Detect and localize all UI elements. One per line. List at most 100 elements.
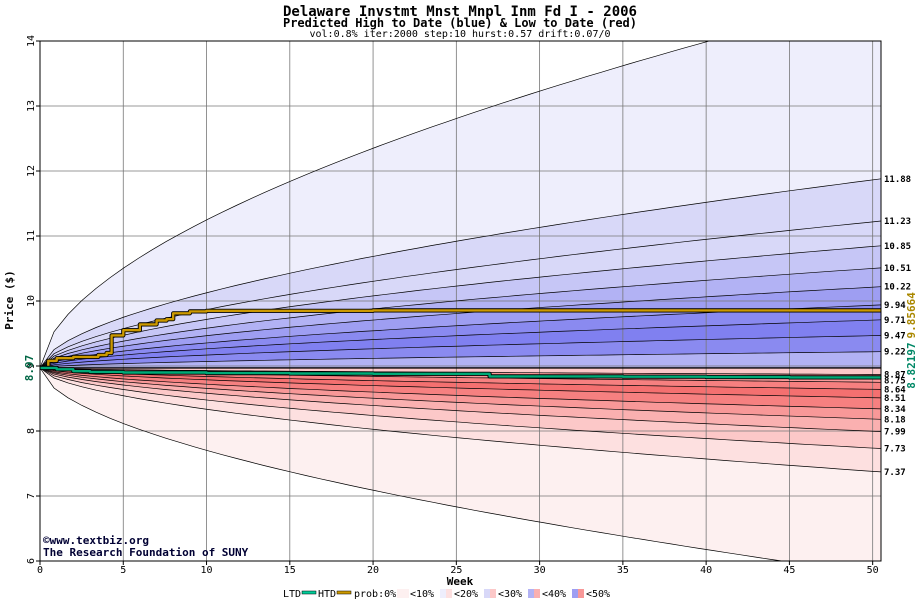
band-end-label: 8.51 <box>884 394 906 404</box>
y-axis-ticks: 6 7 8 9 10 11 12 13 14 <box>26 35 40 564</box>
legend: LTD HTD prob:0% <10% <20% <30% <40% <50% <box>283 589 610 600</box>
band-boundary-line <box>40 367 881 390</box>
chart-params: vol:0.8% iter:2000 step:10 hurst:0.57 dr… <box>309 29 610 40</box>
x-axis-ticks: 0 5 10 15 20 25 30 35 40 45 50 <box>37 561 879 576</box>
credit-url: ©www.textbiz.org <box>43 534 149 547</box>
x-tick-label: 30 <box>534 565 546 576</box>
credit-org: The Research Foundation of SUNY <box>43 546 249 559</box>
x-tick-label: 0 <box>37 565 43 576</box>
legend-item-0: <10% <box>410 589 434 600</box>
chart-subtitle: Predicted High to Date (blue) & Low to D… <box>283 16 637 30</box>
legend-swatch-0 <box>397 589 409 598</box>
high-band-9 <box>40 351 881 368</box>
high-band-3 <box>40 245 881 368</box>
band-boundary-line <box>40 367 785 561</box>
low-band-2 <box>40 367 881 449</box>
high-band-4 <box>40 267 881 368</box>
band-end-label: 8.18 <box>884 415 906 425</box>
legend-item-1: <20% <box>454 589 478 600</box>
band-boundary-line <box>40 367 881 432</box>
high-band-5 <box>40 286 881 368</box>
y-tick-label: 13 <box>26 100 37 112</box>
y-tick-label: 7 <box>26 493 37 499</box>
x-tick-label: 25 <box>450 565 462 576</box>
legend-swatch-2 <box>484 589 490 598</box>
band-boundary-line <box>40 367 881 420</box>
high-band-6 <box>40 304 881 368</box>
band-boundary-line <box>40 319 881 369</box>
y-tick-label: 10 <box>26 295 37 307</box>
band-boundary-line <box>40 367 881 473</box>
band-boundary-line <box>40 245 881 369</box>
band-end-labels: 9.22 9.47 9.71 9.94 10.22 10.51 10.85 11.23 11.8… <box>884 175 911 478</box>
x-tick-label: 35 <box>617 565 629 576</box>
legend-swatch-3b <box>534 589 540 598</box>
low-band-9 <box>40 367 881 375</box>
legend-htd-label: HTD <box>318 589 336 600</box>
legend-item-3: <40% <box>542 589 566 600</box>
band-end-label: 7.99 <box>884 428 906 438</box>
ltd-line <box>40 366 881 379</box>
x-axis-label: Week <box>447 575 474 588</box>
x-tick-label: 50 <box>867 565 879 576</box>
band-end-label: 11.23 <box>884 217 911 227</box>
y-tick-label: 11 <box>26 230 37 242</box>
band-boundary-line <box>40 286 881 369</box>
band-boundary-line <box>40 351 881 369</box>
band-end-label: 9.22 <box>884 348 906 358</box>
start-price-label: 8.97 <box>23 355 36 382</box>
x-tick-label: 10 <box>201 565 213 576</box>
band-boundary-line <box>40 367 881 449</box>
band-end-label: 9.71 <box>884 316 906 326</box>
high-band-2 <box>40 221 881 368</box>
low-band-4 <box>40 367 881 420</box>
legend-prob-label: prob:0% <box>354 589 396 600</box>
band-boundary-line <box>40 367 881 399</box>
band-boundary-line <box>40 41 711 369</box>
band-boundary-line <box>40 335 881 369</box>
high-band-7 <box>40 319 881 368</box>
x-tick-label: 5 <box>120 565 126 576</box>
band-end-label: 9.94 <box>884 301 906 311</box>
band-end-label: 11.88 <box>884 175 911 185</box>
x-tick-label: 20 <box>367 565 379 576</box>
band-boundary-line <box>40 367 881 410</box>
legend-ltd-swatch <box>301 590 317 595</box>
y-tick-label: 14 <box>26 35 37 47</box>
legend-swatch-4 <box>572 589 578 598</box>
band-end-label: 10.85 <box>884 242 911 252</box>
legend-swatch-4b <box>578 589 584 598</box>
band-end-label: 8.75 <box>884 376 906 386</box>
x-tick-label: 15 <box>284 565 296 576</box>
band-end-label: 8.87 <box>884 370 906 380</box>
band-end-label: 8.64 <box>884 385 906 395</box>
band-boundary-line <box>40 267 881 369</box>
band-boundary-line <box>40 178 881 369</box>
htd-final-label: 9.85664 <box>905 292 918 339</box>
low-band-1 <box>40 367 881 472</box>
band-end-label: 7.37 <box>884 468 906 478</box>
band-end-label: 7.73 <box>884 445 906 455</box>
band-boundaries <box>40 41 881 561</box>
y-tick-label: 9 <box>26 363 37 369</box>
legend-swatch-2b <box>490 589 496 598</box>
y-tick-label: 8 <box>26 428 37 434</box>
low-band-0 <box>40 367 881 561</box>
probability-bands <box>40 41 881 561</box>
x-tick-label: 45 <box>783 565 795 576</box>
band-end-label: 8.34 <box>884 405 906 415</box>
band-end-label: 9.47 <box>884 331 906 341</box>
y-tick-label: 6 <box>26 558 37 564</box>
htd-line <box>40 309 881 370</box>
band-end-label: 10.51 <box>884 264 911 274</box>
band-end-label: 10.22 <box>884 283 911 293</box>
low-band-6 <box>40 367 881 398</box>
high-band-0 <box>40 41 881 368</box>
legend-swatch-3 <box>528 589 534 598</box>
low-band-7 <box>40 367 881 390</box>
legend-ltd-label: LTD <box>283 589 301 600</box>
legend-htd-swatch <box>336 590 352 595</box>
high-band-8 <box>40 335 881 368</box>
chart-title: Delaware Invstmt Mnst Mnpl Inm Fd I - 20… <box>283 4 637 20</box>
